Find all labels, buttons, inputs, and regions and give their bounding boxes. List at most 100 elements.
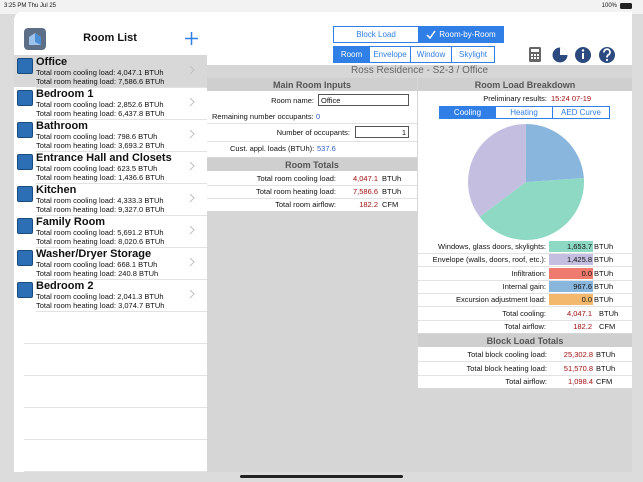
segment-label: Skylight xyxy=(458,50,487,59)
row-separator xyxy=(418,292,632,294)
segment-label: Envelope xyxy=(373,50,407,59)
value-swatch xyxy=(549,294,593,306)
app-icon[interactable] xyxy=(24,28,46,50)
room-icon xyxy=(17,90,33,106)
unit: BTUh xyxy=(594,295,614,305)
room-cooling: Total room cooling load: 4,047.1 BTUh xyxy=(36,68,164,77)
home-indicator xyxy=(240,475,403,478)
label: Excursion adjustment load: xyxy=(455,295,546,305)
row-separator xyxy=(36,247,207,248)
room-heating: Total room heating load: 8,020.6 BTUh xyxy=(36,236,165,246)
row-separator xyxy=(36,151,207,152)
value: 0 xyxy=(316,112,321,121)
row-separator xyxy=(418,253,632,254)
room-name: Washer/Dryer Storage xyxy=(36,248,152,260)
room-heating: Total room heating load: 1,436.6 BTUh xyxy=(36,172,165,182)
value: 1,098.4 xyxy=(567,377,593,386)
label: Infiltration: xyxy=(511,268,546,278)
room-icon xyxy=(17,154,33,170)
page-header: Ross Residence - S2-3 / Office xyxy=(350,65,489,76)
row-separator xyxy=(418,361,632,362)
label: Total airflow: xyxy=(504,322,546,332)
row-separator xyxy=(418,279,632,281)
help-icon[interactable] xyxy=(599,47,615,63)
segment-tab[interactable]: Heating xyxy=(495,106,553,119)
unit: BTUh xyxy=(382,187,402,196)
number-field[interactable] xyxy=(355,126,409,138)
info-icon[interactable] xyxy=(575,47,591,63)
text-field[interactable] xyxy=(318,94,409,106)
label: Total room heating load: xyxy=(255,187,336,196)
segment-tab[interactable]: AED Curve xyxy=(552,106,610,119)
room-name: Entrance Hall and Closets xyxy=(36,152,172,164)
value: 0.0 xyxy=(581,295,592,305)
segment-label: Window xyxy=(416,50,446,59)
chart-icon[interactable] xyxy=(552,47,568,63)
row-separator xyxy=(207,141,417,142)
label: Windows, glass doors, skylights: xyxy=(438,242,546,251)
segment-tab[interactable]: Cooling xyxy=(439,106,496,119)
segment-tab[interactable]: Room-by-Room xyxy=(418,26,504,43)
room-name: Office xyxy=(36,56,68,68)
segment-tab[interactable]: Block Load xyxy=(333,26,419,43)
label: Total airflow: xyxy=(505,377,547,386)
pie-slice xyxy=(479,177,584,240)
room-icon xyxy=(17,218,33,234)
room-icon xyxy=(17,282,33,298)
label: Remaining number occupants: xyxy=(212,112,314,121)
value: 1,425.8 xyxy=(566,255,592,265)
unit: CFM xyxy=(599,322,616,332)
row-separator xyxy=(207,185,417,186)
row-separator xyxy=(36,311,207,312)
row-separator xyxy=(418,320,632,321)
row-separator xyxy=(24,439,207,440)
chevron xyxy=(189,193,195,205)
room-heating: Total room heating load: 7,586.6 BTUh xyxy=(36,76,165,86)
room-row[interactable] xyxy=(14,55,207,87)
calculator-icon[interactable] xyxy=(529,47,541,62)
segment-tab[interactable]: Window xyxy=(410,46,452,63)
value: 1,653.7 xyxy=(566,242,592,251)
room-heating: Total room heating load: 6,437.8 BTUh xyxy=(36,108,165,118)
label: Total room airflow: xyxy=(275,200,336,209)
status-time: 3:25 PM xyxy=(4,3,27,9)
segment-label: Room-by-Room xyxy=(439,30,496,39)
block-box xyxy=(418,347,632,388)
chevron-cell[interactable] xyxy=(207,141,417,157)
room-heating: Total room heating load: 3,074.7 BTUh xyxy=(36,300,165,310)
chevron xyxy=(189,289,195,301)
value-swatch xyxy=(549,280,593,292)
segment-tab[interactable]: Room xyxy=(333,46,370,63)
label: Envelope (walls, doors, roof, etc.): xyxy=(432,255,546,265)
row-separator xyxy=(36,215,207,216)
label: Total cooling: xyxy=(502,309,546,318)
status-date: Thu Jul 25 xyxy=(28,3,57,9)
room-name: Kitchen xyxy=(36,184,77,196)
row-separator xyxy=(418,374,632,376)
chevron xyxy=(189,257,195,269)
battery-icon xyxy=(620,3,632,9)
row-separator xyxy=(36,119,207,120)
pie-slice xyxy=(525,124,584,182)
row-separator xyxy=(418,266,632,268)
value: 4,047.1 xyxy=(566,309,592,318)
segment-label: Room xyxy=(340,50,363,59)
value-swatch xyxy=(549,241,593,252)
add-button[interactable] xyxy=(185,32,198,45)
row-separator xyxy=(36,87,207,88)
unit: BTUh xyxy=(382,174,402,183)
chevron xyxy=(189,161,195,173)
segment-tab[interactable]: Envelope xyxy=(369,46,411,63)
label: Preliminary results: xyxy=(483,94,547,103)
label: Total block cooling load: xyxy=(467,350,547,359)
label: Room name: xyxy=(271,96,314,105)
segment-tab[interactable]: Skylight xyxy=(451,46,495,63)
value-swatch xyxy=(549,254,593,266)
label: Total block heating load: xyxy=(466,363,547,373)
room-name: Bedroom 2 xyxy=(36,280,94,292)
row-separator xyxy=(24,375,207,376)
toolbar-icons xyxy=(529,47,615,63)
room-name: Family Room xyxy=(36,216,106,228)
room-cooling: Total room cooling load: 4,333.3 BTUh xyxy=(36,196,164,205)
